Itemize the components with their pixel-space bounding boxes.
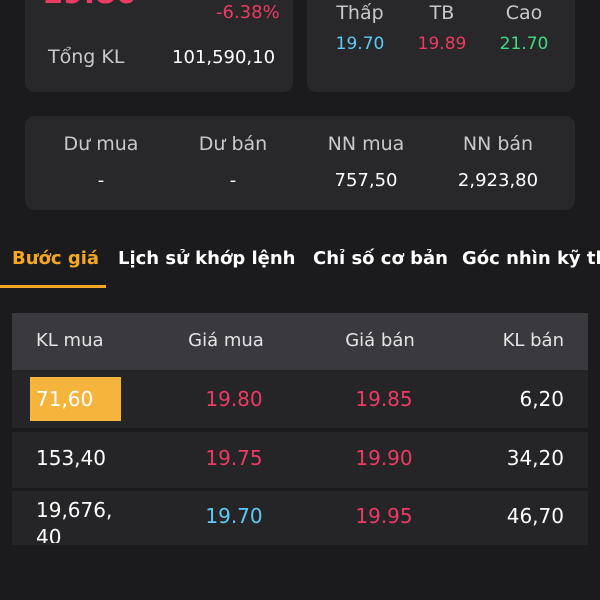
cell: 19.85 (355, 387, 413, 411)
balance-value: 757,50 (334, 170, 398, 191)
header-cell: Giá bán (345, 330, 415, 351)
cell: 46,70 (506, 504, 564, 528)
cell: 34,20 (506, 446, 564, 470)
balance-label: Dư mua (63, 133, 139, 155)
balance-value: 2,923,80 (457, 170, 539, 191)
tab[interactable]: Góc nhìn kỹ thuật (462, 248, 600, 269)
cell: 6,20 (519, 387, 564, 411)
tab-active[interactable]: Bước giá (12, 248, 100, 269)
range-value: 19.89 (417, 34, 467, 54)
header-cell: Giá mua (188, 330, 264, 351)
range-label: TB (429, 2, 455, 24)
header-cell: KL mua (36, 330, 104, 351)
cell: 19.80 (205, 387, 263, 411)
cell: 19.70 (205, 504, 263, 528)
row-bg (12, 432, 588, 488)
header-cell: KL bán (502, 330, 564, 351)
price-card (25, 0, 293, 92)
range-value: 19.70 (335, 34, 385, 54)
tab-underline (0, 285, 106, 288)
price: 19.80 (42, 0, 137, 11)
table-header (12, 313, 588, 370)
total-volume: 101,590,10 (172, 47, 276, 68)
range-label: Thấp (336, 2, 384, 24)
total-volume-label: Tổng KL (48, 46, 125, 68)
balance-value: - (229, 170, 237, 191)
cell-clip: 19,676,40 (36, 497, 118, 543)
cell: 19.90 (355, 446, 413, 470)
tab[interactable]: Chỉ số cơ bản (313, 248, 448, 269)
balance-label: NN bán (462, 133, 534, 155)
range-label: Cao (505, 2, 543, 24)
tab-clip: Góc nhìn kỹ thuật (462, 248, 600, 269)
row-bg (12, 491, 588, 545)
cell: 71,60 (36, 387, 94, 411)
range-value: 21.70 (499, 34, 549, 54)
balance-value: - (97, 170, 105, 191)
highlight (30, 377, 121, 421)
balance-label: NN mua (327, 133, 405, 155)
cell: 19.95 (355, 504, 413, 528)
balance-card (25, 116, 575, 210)
cell: 153,40 (36, 446, 106, 470)
range-card (307, 0, 575, 92)
cell: 19,676,40 (36, 498, 113, 543)
cell: 19.75 (205, 446, 263, 470)
tab[interactable]: Lịch sử khớp lệnh (118, 248, 296, 269)
change: -6.38% (216, 2, 280, 23)
balance-label: Dư bán (198, 133, 268, 155)
